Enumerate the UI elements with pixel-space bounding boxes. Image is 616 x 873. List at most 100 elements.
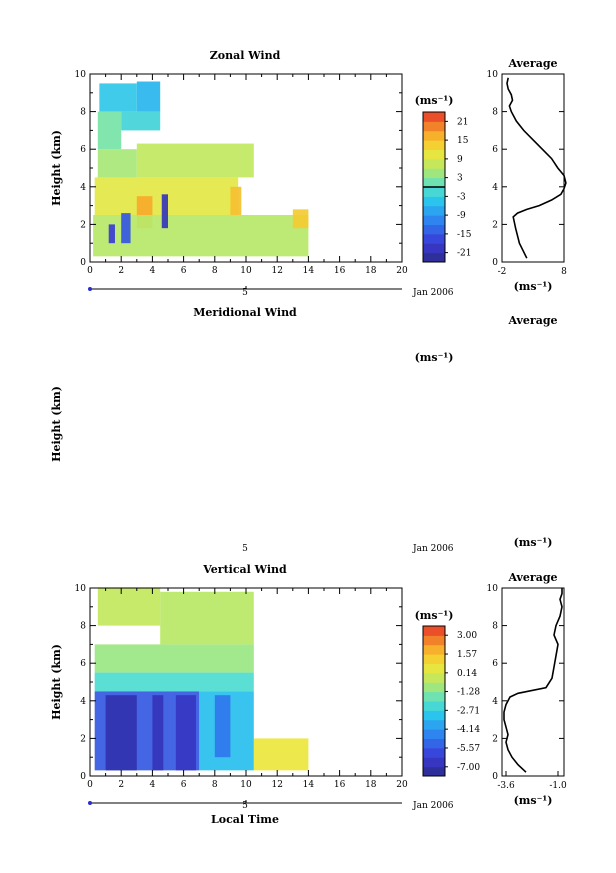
y-tick-label: 0 xyxy=(80,772,86,782)
average-x-tick-label: 8 xyxy=(561,267,567,277)
colorbar-tick-label: 15 xyxy=(457,136,469,146)
x-tick-label: 4 xyxy=(150,780,156,790)
colorbar-band xyxy=(423,187,445,197)
y-tick-label: 0 xyxy=(80,258,86,268)
colorbar-band xyxy=(423,205,445,216)
average-y-tick-label: 4 xyxy=(492,183,498,193)
colorbar-band xyxy=(423,112,445,122)
data-cell xyxy=(121,111,161,131)
data-cell xyxy=(97,588,161,626)
average-title: Average xyxy=(507,314,557,327)
x-tick-label: 12 xyxy=(271,780,282,790)
colorbar-band xyxy=(423,252,445,263)
date-label: Jan 2006 xyxy=(412,288,454,298)
average-xlabel: (ms⁻¹) xyxy=(514,794,553,807)
data-cell xyxy=(175,695,197,771)
y-tick-label: 6 xyxy=(80,659,86,669)
colorbar-tick-label: 21 xyxy=(457,117,468,127)
average-y-tick-label: 4 xyxy=(492,697,498,707)
average-frame xyxy=(501,73,565,263)
colorbar-tick-label: -15 xyxy=(457,230,472,240)
colorbar: (ms⁻¹) xyxy=(415,609,454,622)
date-marker-label: 5 xyxy=(242,801,248,811)
colorbar-band xyxy=(423,635,445,646)
y-tick-label: 2 xyxy=(80,734,86,744)
x-tick-label: 10 xyxy=(240,266,252,276)
average-y-tick-label: 0 xyxy=(492,258,498,268)
y-tick-label: 4 xyxy=(80,183,86,193)
data-cell xyxy=(253,738,309,771)
y-axis-label: Height (km) xyxy=(50,644,63,720)
average-y-tick-label: 8 xyxy=(492,108,498,118)
average-profile: Average (ms⁻¹) xyxy=(507,571,557,807)
average-profile-line xyxy=(506,77,567,259)
colorbar-band xyxy=(423,747,445,758)
colorbar-band xyxy=(423,121,445,132)
colorbar-band xyxy=(423,215,445,225)
data-cell xyxy=(121,213,131,244)
panel-vertical-wind: Vertical Wind Height (km) 5 Jan 2006 Loc… xyxy=(50,563,558,826)
x-tick-label: 12 xyxy=(271,266,282,276)
panel-zonal-wind: Zonal Wind Height (km) 0 2 4 6 8 10 12 14 16 18 20… xyxy=(50,49,567,298)
y-axis-label: Height (km) xyxy=(50,386,63,462)
data-cell xyxy=(160,591,254,645)
colorbar-unit: (ms⁻¹) xyxy=(415,609,454,622)
average-y-tick-label: 0 xyxy=(492,772,498,782)
date-axis-start-dot xyxy=(88,801,92,805)
average-x-tick-label: -1.0 xyxy=(549,781,567,791)
colorbar: (ms⁻¹) 3.00 1.57 0.14 -1.28 -2.71 -4.14 -5.57 -… xyxy=(415,351,480,777)
x-tick-label: 2 xyxy=(118,266,124,276)
data-cell xyxy=(108,224,115,244)
colorbar-tick-label: -5.57 xyxy=(457,744,480,754)
x-tick-label: 2 xyxy=(118,780,124,790)
panel-meridional-wind: Meridional Wind Height (km) 0 2 4 6 8 10 12 14 1… xyxy=(50,306,567,805)
colorbar-unit: (ms⁻¹) xyxy=(415,351,454,364)
colorbar-band xyxy=(423,672,445,683)
colorbar-band xyxy=(423,682,445,693)
colorbar-tick-label: -21 xyxy=(457,249,472,259)
average-profile-line xyxy=(503,588,563,773)
colorbar-band xyxy=(423,196,445,207)
colorbar-band xyxy=(423,729,445,739)
colorbar-tick-label: -7.00 xyxy=(457,763,480,773)
colorbar-band xyxy=(423,626,445,636)
colorbar-tick-label: -1.28 xyxy=(457,688,480,698)
x-tick-label: 0 xyxy=(87,266,93,276)
colorbar-frame xyxy=(422,625,446,777)
colorbar-tick-label: -9 xyxy=(457,211,466,221)
colorbar-band xyxy=(423,701,445,711)
average-y-tick-label: 10 xyxy=(487,584,499,594)
average-y-tick-label: 2 xyxy=(492,220,498,230)
x-tick-label: 4 xyxy=(150,266,156,276)
colorbar-band xyxy=(423,168,445,179)
y-tick-label: 4 xyxy=(80,697,86,707)
x-tick-label: 18 xyxy=(365,780,377,790)
date-marker-label: 5 xyxy=(242,288,248,298)
x-tick-label: 8 xyxy=(212,266,218,276)
colorbar-band xyxy=(423,158,445,169)
x-tick-label: 18 xyxy=(365,266,377,276)
date-label: Jan 2006 xyxy=(412,801,454,811)
colorbar-band xyxy=(423,140,445,150)
y-tick-label: 8 xyxy=(80,622,86,632)
data-cell xyxy=(97,111,122,150)
data-cell xyxy=(230,186,242,215)
average-y-tick-label: 6 xyxy=(492,659,498,669)
average-profile: Average (ms⁻¹) 0 2 4 6 8 10 -2 8 xyxy=(487,57,568,293)
data-cell xyxy=(136,143,254,178)
x-tick-label: 6 xyxy=(181,780,187,790)
data-cell xyxy=(136,81,161,112)
y-tick-label: 10 xyxy=(75,584,87,594)
colorbar-band xyxy=(423,766,445,777)
average-title: Average xyxy=(507,571,557,584)
data-cell xyxy=(105,695,137,771)
date-axis: 5 Jan 2006 xyxy=(242,801,454,811)
average-y-tick-label: 6 xyxy=(492,145,498,155)
average-profile: Average (ms⁻¹) 0 2 4 6 8 10 -3.6 -1.0 xyxy=(487,314,567,791)
x-tick-label: 6 xyxy=(181,266,187,276)
colorbar-band xyxy=(423,130,445,141)
colorbar-tick-label: 9 xyxy=(457,155,463,165)
x-tick-label: 20 xyxy=(396,780,408,790)
average-title: Average xyxy=(507,57,557,70)
average-y-tick-label: 2 xyxy=(492,734,498,744)
